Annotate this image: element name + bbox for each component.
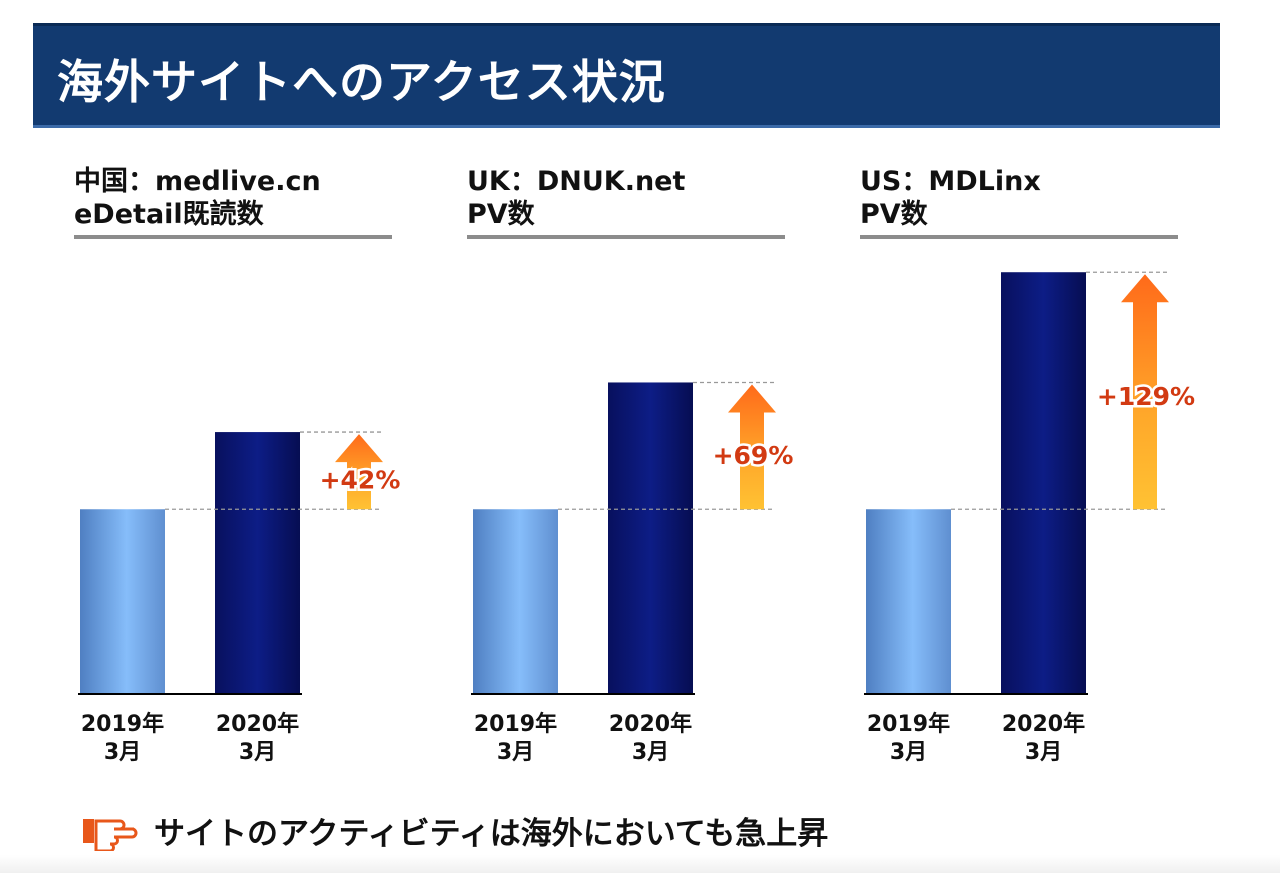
growth-arrow-icon bbox=[728, 384, 776, 510]
growth-arrow-icon bbox=[1121, 274, 1169, 510]
x-tick-label: 3月 bbox=[497, 740, 534, 765]
panel-heading-uk: UK：DNUK.net PV数 bbox=[467, 165, 787, 239]
page-title: 海外サイトへのアクセス状況 bbox=[57, 55, 666, 109]
pointing-hand-icon bbox=[83, 818, 138, 851]
x-tick-label: 3月 bbox=[632, 740, 669, 765]
panel-heading-rule bbox=[467, 235, 785, 239]
x-tick-label: 2019年 bbox=[867, 711, 950, 737]
bar-2020 bbox=[1001, 272, 1086, 693]
x-tick-label: 2019年 bbox=[474, 711, 557, 737]
panel-heading-line1: 中国：medlive.cn bbox=[74, 166, 321, 197]
x-tick-label: 2020年 bbox=[216, 711, 299, 737]
growth-label: +42% bbox=[320, 466, 401, 495]
bar-2019 bbox=[866, 509, 951, 693]
panel-heading-us: US：MDLinx PV数 bbox=[860, 165, 1180, 239]
panel-heading-rule bbox=[860, 235, 1178, 239]
title-bar: 海外サイトへのアクセス状況 bbox=[33, 23, 1220, 128]
x-tick-label: 2020年 bbox=[609, 711, 692, 737]
panel-heading-line2: PV数 bbox=[467, 199, 535, 230]
x-tick-label: 2019年 bbox=[81, 711, 164, 737]
bar-2019 bbox=[80, 509, 165, 693]
bar-2020 bbox=[608, 382, 693, 693]
panel-heading-line2: PV数 bbox=[860, 199, 928, 230]
growth-label: +129% bbox=[1097, 382, 1195, 411]
growth-arrow-icon bbox=[335, 434, 383, 510]
bar-2020 bbox=[215, 432, 300, 693]
panel-heading-line1: US：MDLinx bbox=[860, 166, 1041, 197]
footer-note: サイトのアクティビティは海外においても急上昇 bbox=[82, 808, 828, 853]
x-tick-label: 3月 bbox=[1025, 740, 1062, 765]
growth-label: +69% bbox=[713, 441, 794, 470]
x-tick-label: 3月 bbox=[239, 740, 276, 765]
x-tick-label: 3月 bbox=[104, 740, 141, 765]
x-tick-label: 3月 bbox=[890, 740, 927, 765]
x-tick-label: 2020年 bbox=[1002, 711, 1085, 737]
bar-2019 bbox=[473, 509, 558, 693]
bottom-shade bbox=[0, 855, 1280, 873]
panel-heading-rule bbox=[74, 235, 392, 239]
panel-heading-china: 中国：medlive.cn eDetail既読数 bbox=[74, 165, 394, 239]
panel-heading-line1: UK：DNUK.net bbox=[467, 166, 686, 197]
panel-heading-line2: eDetail既読数 bbox=[74, 199, 264, 230]
footer-text: サイトのアクティビティは海外においても急上昇 bbox=[154, 816, 829, 852]
